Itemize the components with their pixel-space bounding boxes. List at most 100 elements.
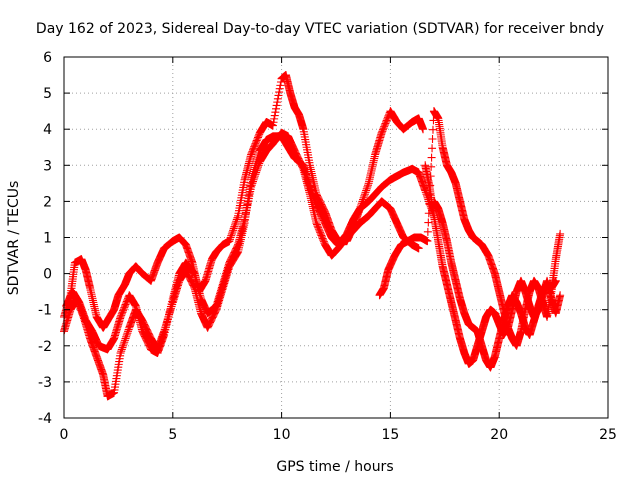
data-point	[247, 182, 256, 191]
series-track-f	[429, 197, 560, 372]
data-point	[122, 332, 131, 341]
data-point	[556, 291, 565, 300]
data-point	[250, 172, 259, 181]
data-point	[272, 101, 281, 110]
data-point	[249, 175, 258, 184]
data-point	[117, 347, 126, 356]
data-point	[360, 191, 369, 200]
data-point	[123, 329, 132, 338]
y-tick-label: -3	[38, 375, 52, 391]
data-point	[361, 188, 370, 197]
data-point	[362, 184, 371, 193]
y-tick-label: 2	[43, 194, 52, 210]
y-tick-label: 0	[43, 267, 52, 283]
data-point	[122, 330, 131, 339]
data-point	[230, 220, 239, 229]
data-point	[276, 81, 285, 90]
y-tick-label: -4	[38, 411, 52, 427]
data-point	[428, 144, 437, 153]
data-point	[116, 349, 125, 358]
data-point	[428, 125, 437, 134]
data-point	[423, 237, 432, 246]
x-tick-label: 20	[490, 427, 508, 443]
data-point	[424, 218, 433, 227]
data-point	[254, 161, 263, 170]
data-point	[248, 179, 257, 188]
data-point	[270, 111, 279, 120]
data-point	[556, 229, 565, 238]
data-point	[428, 134, 437, 143]
data-point	[227, 231, 236, 240]
x-axis-title: GPS time / hours	[276, 459, 393, 475]
data-point	[253, 163, 262, 172]
data-point	[253, 164, 262, 173]
data-point	[232, 217, 241, 226]
y-axis-title: SDTVAR / TECUs	[6, 181, 22, 296]
data-point	[120, 338, 129, 347]
data-point	[268, 121, 277, 130]
data-point	[225, 237, 234, 246]
data-point	[250, 173, 259, 182]
data-point	[275, 84, 284, 93]
y-tick-label: 5	[43, 86, 52, 102]
data-point	[247, 181, 256, 190]
data-point	[251, 170, 260, 179]
y-tick-label: 4	[43, 122, 52, 138]
data-point	[230, 222, 239, 231]
data-point	[226, 233, 235, 242]
data-point	[359, 193, 368, 202]
data-point	[252, 166, 261, 175]
data-point	[275, 88, 284, 97]
x-tick-label: 0	[60, 427, 69, 443]
data-point	[427, 153, 436, 162]
x-tick-label: 15	[381, 427, 399, 443]
data-point	[120, 336, 129, 345]
data-point	[271, 108, 280, 117]
data-point	[121, 334, 130, 343]
y-tick-label: 1	[43, 231, 52, 247]
x-tick-label: 5	[168, 427, 177, 443]
data-point	[229, 224, 238, 233]
y-tick-label: -1	[38, 303, 52, 319]
data-point	[232, 215, 241, 224]
data-point	[270, 114, 279, 123]
data-point	[231, 219, 240, 228]
data-point	[364, 181, 373, 190]
data-point	[252, 168, 261, 177]
data-point	[124, 327, 133, 336]
data-point	[228, 228, 237, 237]
data-point	[119, 341, 128, 350]
data-point	[273, 94, 282, 103]
data-point	[233, 213, 242, 222]
series-track-c	[62, 128, 423, 358]
data-point	[227, 229, 236, 238]
data-points	[60, 71, 565, 401]
data-point	[273, 98, 282, 107]
y-tick-labels: -4 -3 -2 -1 0 1 2 3 4 5 6	[38, 50, 52, 427]
data-point	[118, 343, 127, 352]
data-point	[423, 227, 432, 236]
data-point	[117, 345, 126, 354]
data-point	[269, 118, 278, 127]
data-point	[225, 235, 234, 244]
x-tick-label: 10	[273, 427, 291, 443]
data-point	[363, 182, 372, 191]
data-point	[274, 91, 283, 100]
data-point	[272, 104, 281, 113]
y-tick-label: 3	[43, 158, 52, 174]
data-point	[229, 226, 238, 235]
chart-title: Day 162 of 2023, Sidereal Day-to-day VTE…	[36, 21, 604, 37]
data-point	[414, 244, 423, 253]
data-point	[189, 268, 198, 277]
y-tick-label: -2	[38, 339, 52, 355]
data-point	[419, 125, 428, 134]
data-point	[249, 177, 258, 186]
x-tick-label: 25	[599, 427, 617, 443]
axis-ticks	[63, 56, 609, 419]
y-tick-label: 6	[43, 50, 52, 66]
data-point	[362, 186, 371, 195]
data-point	[119, 339, 128, 348]
data-point	[360, 190, 369, 199]
data-point	[551, 276, 560, 285]
